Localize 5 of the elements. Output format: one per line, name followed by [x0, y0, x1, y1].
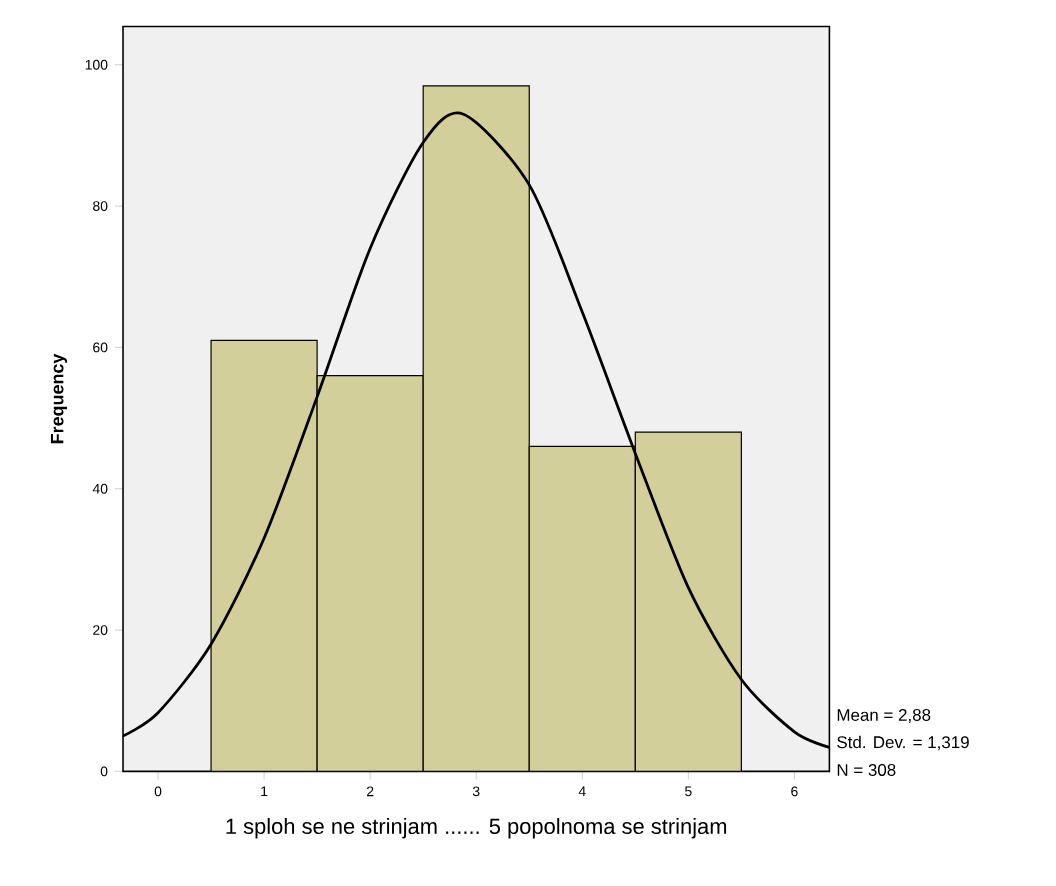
text: Mean = 2,88 [837, 708, 931, 723]
y-axis-title: Frequency [50, 353, 68, 444]
x-axis-title: 1 sploh se ne strinjam ...... 5 popolnoma se strinjam [226, 817, 727, 839]
text: N = 308 [837, 763, 896, 776]
text: Std. Dev. = 1,319 [837, 735, 969, 751]
